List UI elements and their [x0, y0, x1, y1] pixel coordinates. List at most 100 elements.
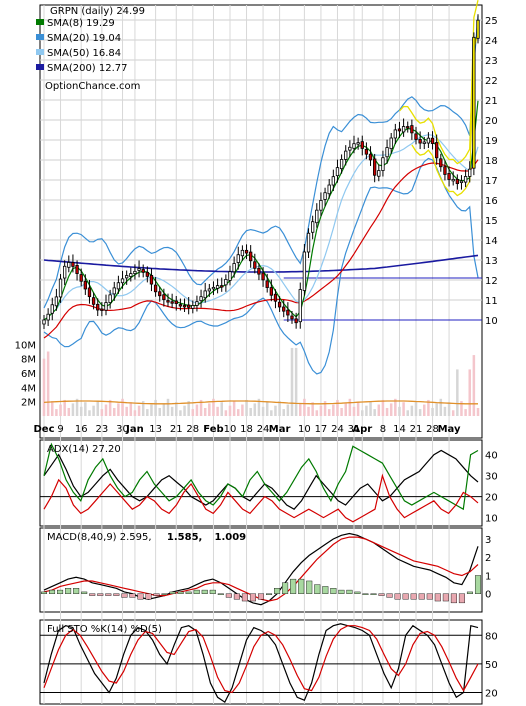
macd-histogram-bar	[121, 593, 128, 598]
volume-bar	[447, 402, 451, 416]
macd-histogram-bar	[306, 580, 313, 594]
volume-bar	[294, 347, 298, 416]
macd-histogram-bar	[65, 588, 72, 594]
indicator-title-1: ADX(14) 27.20	[47, 444, 121, 455]
volume-tick-label: 6M	[21, 369, 36, 380]
sma8-line	[43, 100, 479, 321]
candle-body	[178, 304, 183, 307]
legend-swatch	[36, 64, 44, 70]
macd-histogram-bar	[386, 593, 393, 598]
macd-histogram-bar	[161, 593, 168, 595]
candle-body	[203, 290, 207, 299]
volume-bar	[59, 404, 62, 416]
volume-bar	[241, 404, 244, 416]
macd-histogram-bar	[57, 589, 64, 594]
x-tick-label: 21	[410, 424, 423, 435]
macd-histogram-bar	[282, 582, 289, 594]
volume-bar	[398, 406, 401, 416]
candle-body	[265, 280, 269, 288]
candle-body	[191, 305, 195, 309]
x-tick-label: Jan	[125, 424, 144, 435]
volume-bar	[212, 398, 215, 416]
volume-bar	[237, 409, 240, 416]
indicator-tick-label-2: 2	[485, 553, 491, 564]
legend-label: SMA(8) 19.29	[47, 18, 115, 29]
x-tick-label: 18	[240, 424, 253, 435]
macd-histogram-bar	[137, 593, 144, 600]
macd-histogram-bar	[402, 593, 409, 600]
volume-bar	[435, 403, 438, 416]
volume-average-line	[43, 400, 478, 405]
volume-bar	[278, 401, 281, 416]
candle-body	[240, 249, 245, 257]
candle-body	[468, 168, 472, 177]
volume-bar	[216, 406, 219, 416]
candle-body	[211, 286, 216, 290]
legend-swatch	[36, 34, 44, 40]
volume-bar	[381, 399, 385, 416]
volume-bar	[92, 405, 95, 416]
indicator-title-value: 1.585,	[167, 532, 202, 543]
volume-bar	[208, 403, 211, 416]
volume-bar	[319, 405, 323, 416]
volume-bar	[460, 401, 463, 416]
candle-body	[125, 275, 129, 279]
price-tick-label: 16	[485, 196, 498, 207]
price-tick-label: 15	[485, 216, 498, 227]
macd-histogram-bar	[290, 578, 297, 594]
volume-bar	[75, 398, 79, 416]
volume-bar	[71, 403, 75, 416]
price-tick-label: 13	[485, 256, 498, 267]
macd-histogram-bar	[450, 593, 457, 604]
price-tick-label: 22	[485, 76, 498, 87]
volume-bar	[261, 406, 265, 416]
macd-histogram-bar	[458, 593, 465, 604]
volume-bar	[369, 401, 372, 416]
x-tick-label: 10	[298, 424, 311, 435]
price-tick-label: 12	[485, 276, 498, 287]
candle-body	[174, 300, 178, 304]
candle-body	[335, 167, 340, 177]
macd-histogram-bar	[322, 586, 329, 594]
macd-histogram-bar	[225, 593, 232, 598]
macd-histogram-bar	[201, 589, 208, 594]
candle-body	[42, 319, 46, 325]
macd-histogram-bar	[153, 593, 160, 596]
candle-body	[476, 19, 480, 39]
price-tick-label: 25	[485, 16, 498, 27]
volume-bar	[332, 404, 335, 416]
indicator-tick-label-1: 30	[485, 472, 498, 483]
macd-histogram-bar	[209, 589, 216, 594]
indicator-tick-label-2: 1	[485, 571, 491, 582]
candle-body	[381, 157, 385, 171]
candle-body	[112, 287, 116, 295]
volume-tick-label: 2M	[21, 398, 36, 409]
macd-histogram-bar	[113, 593, 120, 596]
volume-bar	[323, 401, 327, 416]
macd-histogram-bar	[177, 591, 184, 594]
volume-bar	[344, 403, 347, 416]
candle-body	[232, 263, 236, 273]
volume-bar	[67, 407, 71, 416]
volume-bar	[361, 410, 364, 416]
legend-swatch	[36, 49, 44, 55]
candle-body	[83, 280, 87, 290]
volume-bar	[158, 407, 161, 416]
macd-histogram-bar	[338, 589, 345, 594]
candle-body	[228, 271, 232, 281]
candle-body	[87, 287, 92, 298]
sma50-line	[43, 159, 479, 339]
candle-body	[120, 278, 125, 284]
macd-histogram-bar	[442, 593, 449, 602]
volume-bar	[84, 402, 87, 416]
macd-histogram-bar	[466, 591, 473, 594]
x-tick-label: Apr	[352, 424, 372, 435]
x-tick-label: Feb	[203, 424, 223, 435]
volume-bar	[195, 404, 199, 416]
macd-histogram-bar	[241, 593, 248, 602]
volume-bar	[154, 399, 157, 416]
volume-bar	[150, 404, 153, 416]
volume-bar	[468, 369, 471, 416]
price-tick-label: 24	[485, 36, 498, 47]
